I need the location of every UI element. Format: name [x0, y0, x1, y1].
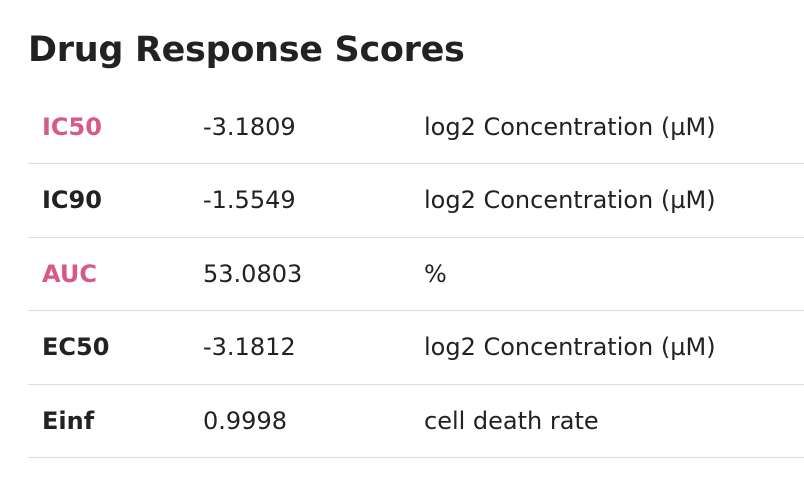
- scores-table: IC50 -3.1809 log2 Concentration (µM) IC9…: [28, 90, 804, 458]
- table-row: Einf 0.9998 cell death rate: [28, 384, 804, 458]
- score-unit: %: [424, 237, 804, 311]
- score-value: 53.0803: [203, 237, 424, 311]
- table-row: EC50 -3.1812 log2 Concentration (µM): [28, 310, 804, 385]
- score-name: IC90: [28, 163, 203, 238]
- table-row: IC50 -3.1809 log2 Concentration (µM): [28, 90, 804, 164]
- table-row: AUC 53.0803 %: [28, 237, 804, 311]
- score-unit: log2 Concentration (µM): [424, 90, 804, 164]
- score-unit: cell death rate: [424, 384, 804, 458]
- drug-response-panel: Drug Response Scores IC50 -3.1809 log2 C…: [28, 0, 804, 458]
- score-value: 0.9998: [203, 384, 424, 458]
- score-unit: log2 Concentration (µM): [424, 163, 804, 238]
- score-value: -1.5549: [203, 163, 424, 238]
- score-name-link-auc[interactable]: AUC: [28, 237, 203, 311]
- score-name: EC50: [28, 310, 203, 385]
- score-value: -3.1812: [203, 310, 424, 385]
- score-unit: log2 Concentration (µM): [424, 310, 804, 385]
- score-value: -3.1809: [203, 90, 424, 164]
- score-name-link-ic50[interactable]: IC50: [28, 90, 203, 164]
- table-row: IC90 -1.5549 log2 Concentration (µM): [28, 163, 804, 238]
- section-title: Drug Response Scores: [28, 30, 465, 70]
- score-name: Einf: [28, 384, 203, 458]
